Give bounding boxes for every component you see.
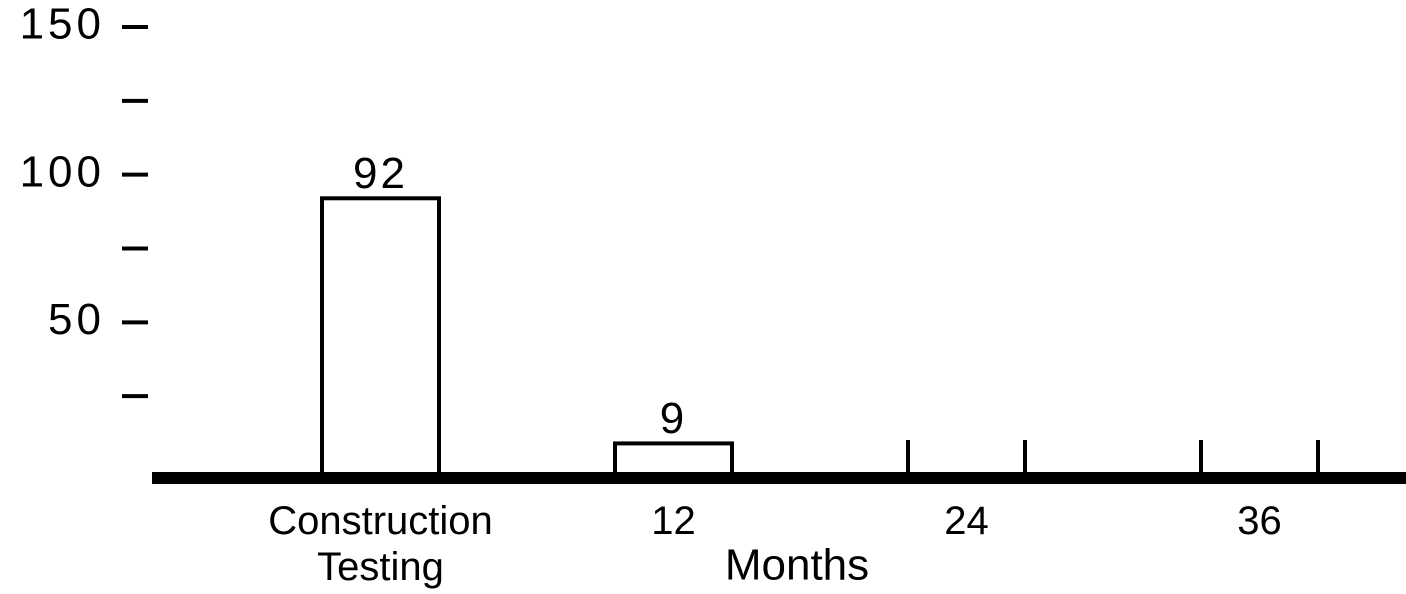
bar [320, 196, 441, 478]
x-axis-label: Months [725, 541, 869, 590]
y-tick-label: 100 [20, 147, 105, 196]
value-label: 9 [660, 394, 687, 443]
bar [613, 441, 734, 479]
x-tick-label: 24 [944, 499, 989, 543]
y-tick-label: 150 [20, 0, 105, 49]
x-tick-label: Construction Testing [268, 499, 493, 589]
x-tick-label: 12 [651, 499, 696, 543]
y-tick-label: 50 [48, 295, 105, 344]
x-tick-label: 36 [1237, 499, 1282, 543]
value-label: 92 [353, 149, 408, 198]
